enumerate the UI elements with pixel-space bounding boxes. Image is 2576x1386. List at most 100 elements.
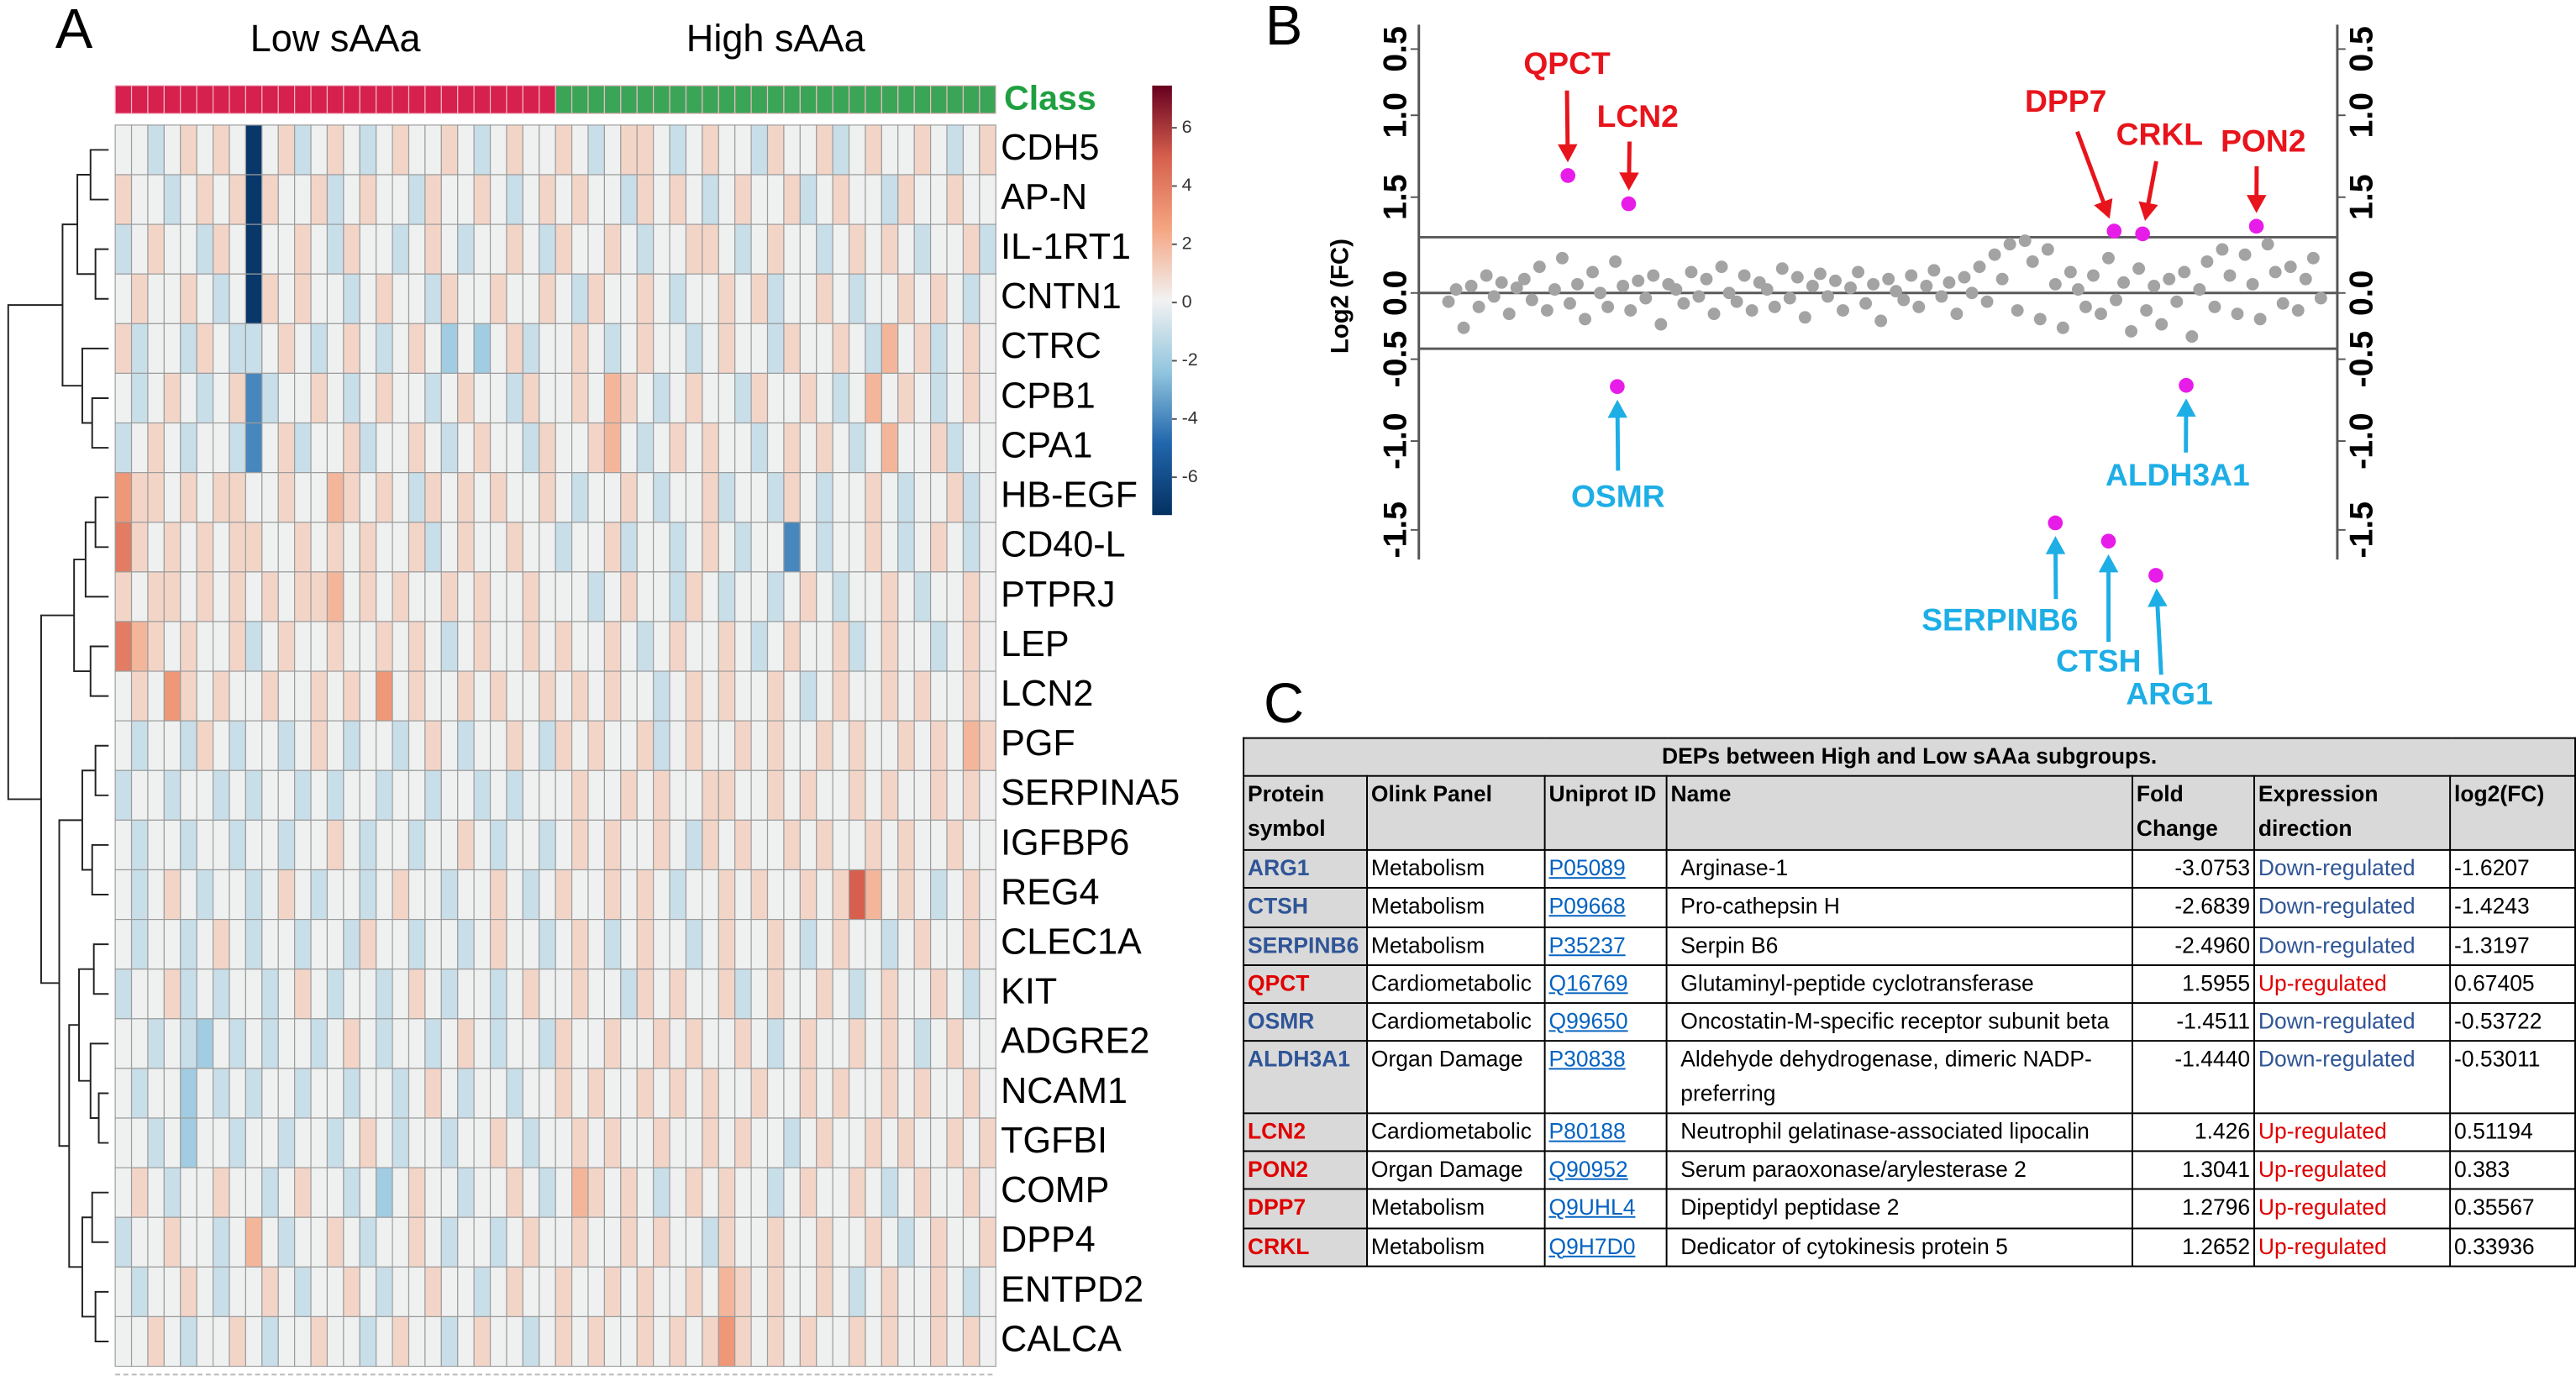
annotation-label: DPP7 [2025, 83, 2106, 118]
uniprot-link[interactable]: Q9UHL4 [1548, 1194, 1636, 1221]
heat-cell [816, 621, 833, 672]
heat-cell [147, 1266, 165, 1318]
class-cell [848, 85, 866, 114]
heat-cell [848, 223, 866, 275]
heat-cell [816, 571, 833, 622]
heat-cell [653, 1068, 670, 1119]
annotation-label: QPCT [1523, 45, 1611, 81]
heat-cell [277, 472, 296, 523]
heat-cell [326, 1315, 344, 1368]
heat-cell [489, 1266, 507, 1318]
heat-cell [473, 720, 492, 771]
heat-cell [359, 571, 377, 622]
symbol-cell: CRKL [1243, 1226, 1369, 1268]
heat-cell [783, 1216, 801, 1268]
point [1639, 291, 1653, 305]
heat-cell [930, 621, 948, 672]
heat-cell [359, 819, 377, 871]
point [1837, 304, 1849, 317]
heat-cell [571, 1068, 589, 1119]
uniprot-link[interactable]: P05089 [1548, 855, 1626, 881]
panel-cell: Metabolism [1366, 926, 1546, 966]
heat-cell [440, 223, 459, 275]
heat-cell [539, 819, 556, 871]
heat-cell [848, 571, 866, 622]
point [2268, 265, 2282, 279]
heat-cell [897, 670, 915, 722]
y-tick-label: 1.0 [1378, 92, 1414, 138]
heat-cell [522, 1117, 540, 1168]
uniprot-link[interactable]: Q9H7D0 [1548, 1233, 1636, 1258]
heat-cell [163, 124, 181, 176]
uniprot-link[interactable]: P80188 [1548, 1118, 1626, 1144]
dendrogram-branch [92, 943, 109, 995]
class-cell [587, 85, 606, 114]
heat-cell [750, 174, 769, 225]
heat-cell [718, 1266, 736, 1318]
table-row: DPP7 Metabolism Q9UHL4 Dipeptidyl peptidase… [1243, 1189, 2576, 1229]
heat-cell [180, 720, 197, 771]
heat-cell [946, 1266, 965, 1318]
heat-cell [587, 1315, 606, 1368]
heat-cell [244, 720, 263, 771]
heat-cell [163, 372, 181, 424]
heat-cell [376, 621, 393, 672]
uniprot-link[interactable]: Q90952 [1548, 1157, 1628, 1182]
heat-cell [799, 522, 817, 573]
heat-cell [555, 223, 573, 275]
heat-cell [440, 1315, 459, 1368]
heat-cell [407, 124, 426, 176]
heat-cell [571, 1216, 589, 1268]
heat-cell [213, 1216, 230, 1268]
heat-cell [359, 1167, 377, 1218]
point [1502, 307, 1516, 321]
annotation-label: PON2 [2221, 123, 2305, 158]
uniprot-link[interactable]: Q16769 [1548, 970, 1628, 995]
heat-cell [473, 422, 492, 474]
heat-cell [702, 869, 719, 921]
heat-cell [832, 1216, 850, 1268]
point [2276, 297, 2289, 310]
heat-cell [130, 323, 149, 375]
heat-cell [816, 1216, 833, 1268]
heat-cell [473, 323, 492, 375]
heat-cell [587, 124, 606, 176]
uniprot-link[interactable]: P30838 [1548, 1047, 1626, 1073]
heat-cell [897, 522, 915, 573]
heat-cell [407, 1315, 426, 1368]
heat-cell [294, 869, 312, 921]
heat-cell [277, 1018, 296, 1069]
uniprot-link[interactable]: P09668 [1548, 894, 1626, 919]
dendrogram-branch [91, 843, 109, 896]
heat-cell [930, 273, 948, 324]
heat-cell [522, 273, 540, 324]
heat-cell [261, 223, 279, 275]
heat-cell [865, 670, 882, 722]
heat-cell [587, 1167, 606, 1218]
dendrogram-branch [81, 769, 96, 871]
fold-change-cell: -1.4511 [2132, 1002, 2255, 1042]
heat-cell [457, 1117, 475, 1168]
heat-cell [392, 1315, 410, 1368]
heat-cell [555, 819, 573, 871]
heat-cell [865, 223, 882, 275]
heat-cell [440, 769, 459, 821]
heat-cell [522, 571, 540, 622]
point [2132, 262, 2146, 276]
dendrogram-branch [81, 347, 109, 424]
heat-cell [163, 1266, 181, 1318]
point [1806, 280, 1819, 292]
class-cell [359, 85, 377, 114]
heat-cell [881, 919, 899, 970]
heat-cell [897, 1266, 915, 1318]
heat-cell [571, 472, 589, 523]
uniprot-link[interactable]: P35237 [1548, 932, 1626, 958]
heat-cell [816, 1068, 833, 1119]
heat-cell [473, 372, 492, 424]
uniprot-link[interactable]: Q99650 [1548, 1009, 1628, 1034]
log2fc-cell: -1.4243 [2449, 887, 2576, 928]
heat-cell [930, 1167, 948, 1218]
y-tick-label-right: -1.0 [2344, 412, 2380, 470]
heat-cell [881, 1018, 899, 1069]
heat-cell [407, 1216, 426, 1268]
